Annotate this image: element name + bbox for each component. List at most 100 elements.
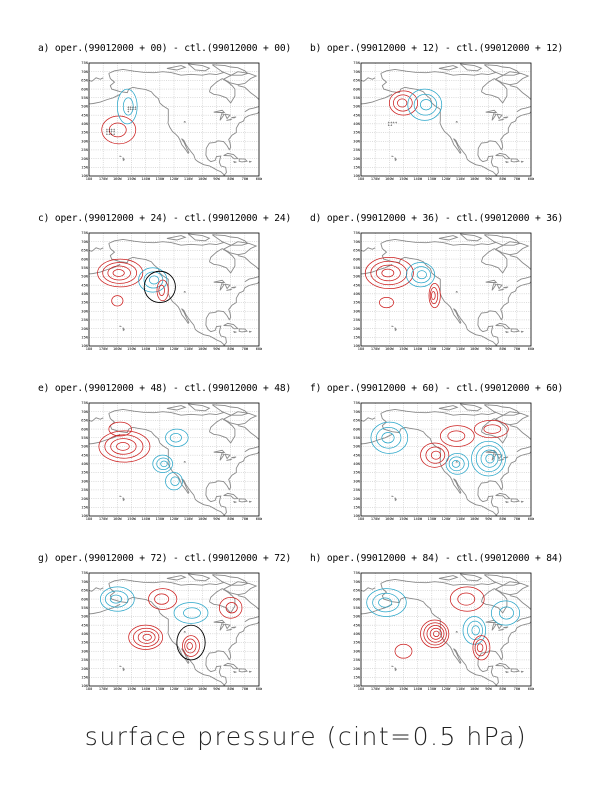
lat-tick-label: 75N xyxy=(353,401,360,405)
lat-tick-label: 40N xyxy=(81,462,88,466)
lon-tick-label: 150W xyxy=(399,347,408,351)
coastline-segment xyxy=(361,263,393,275)
coastline-segment xyxy=(509,425,531,453)
coastline-segment xyxy=(231,116,237,119)
lat-tick-label: 45N xyxy=(81,283,88,287)
coastline-segment xyxy=(223,662,239,670)
coastline-segment xyxy=(380,578,496,586)
lat-tick-label: 55N xyxy=(81,96,88,100)
coastline-segment xyxy=(248,330,253,333)
lon-tick-label: 90W xyxy=(213,347,220,351)
coastline-segment xyxy=(491,113,497,121)
coastline-segment xyxy=(498,288,505,291)
coastline-segment xyxy=(213,279,226,283)
coastline-segment xyxy=(166,575,187,581)
lon-tick-label: 70W xyxy=(242,347,249,351)
lon-tick-label: 160W xyxy=(385,347,394,351)
obs-cross-marker: + xyxy=(111,132,114,136)
lon-tick-label: 160W xyxy=(385,517,394,521)
lat-tick-label: 30N xyxy=(81,649,88,653)
coastline-segment xyxy=(485,279,498,283)
lon-tick-label: 110W xyxy=(456,687,465,691)
lon-tick-label: 110W xyxy=(184,347,193,351)
coastline-segment xyxy=(485,109,498,113)
coastline-segment xyxy=(459,233,483,242)
panel-a-title: a) oper.(99012000 + 00) - ctl.(99012000 … xyxy=(38,43,292,54)
coastline-segment xyxy=(520,670,525,673)
lon-tick-label: 160W xyxy=(113,687,122,691)
negative-contour xyxy=(376,426,402,449)
lat-tick-label: 70N xyxy=(353,410,360,414)
coastline-segment xyxy=(496,113,503,120)
lon-tick-label: 110W xyxy=(456,347,465,351)
lon-tick-label: 90W xyxy=(213,687,220,691)
lat-tick-label: 50N xyxy=(353,615,360,619)
coastline-segment xyxy=(391,665,395,667)
lon-tick-label: 150W xyxy=(399,687,408,691)
coastline-segment xyxy=(205,451,259,516)
coastline-segment xyxy=(223,71,258,86)
positive-contour xyxy=(182,635,200,657)
lat-tick-label: 20N xyxy=(81,667,88,671)
coastline-segment xyxy=(491,623,497,631)
lon-tick-label: 60W xyxy=(256,347,262,351)
coastline-segment xyxy=(122,327,125,332)
lat-tick-label: 55N xyxy=(81,606,88,610)
lon-tick-label: 160W xyxy=(113,517,122,521)
lon-tick-label: 170W xyxy=(99,347,108,351)
lat-tick-label: 30N xyxy=(81,309,88,313)
obs-cross-marker: + xyxy=(108,130,111,134)
positive-contour xyxy=(142,633,152,641)
lon-tick-label: 150W xyxy=(399,177,408,181)
map-frame xyxy=(360,572,532,687)
coastline-segment xyxy=(237,595,259,623)
coastline-segment xyxy=(226,628,233,631)
lat-tick-label: 75N xyxy=(353,571,360,575)
lon-tick-label: 120W xyxy=(170,347,179,351)
gridlines xyxy=(89,233,259,346)
coastline-segment xyxy=(495,322,511,330)
lat-tick-label: 30N xyxy=(81,139,88,143)
lon-tick-label: 140W xyxy=(141,517,150,521)
negative-contour xyxy=(480,449,499,468)
lat-tick-label: 45N xyxy=(81,453,88,457)
positive-contour xyxy=(476,643,484,653)
coastline-segment xyxy=(459,573,483,582)
coastline-segment xyxy=(183,630,187,633)
lat-tick-label: 55N xyxy=(353,96,360,100)
lat-tick-label: 60N xyxy=(81,427,88,431)
coastline-segment xyxy=(183,460,187,463)
obs-cross-marker: + xyxy=(108,132,111,136)
coastline-segment xyxy=(391,495,395,497)
coastline-segment xyxy=(394,667,397,672)
positive-contour xyxy=(102,262,138,284)
coastlines xyxy=(89,233,259,346)
pressure-contours xyxy=(99,586,243,661)
positive-contour xyxy=(449,586,485,612)
lon-tick-label: 170W xyxy=(99,177,108,181)
coastline-segment xyxy=(183,290,187,293)
coastline-segment xyxy=(380,243,498,346)
positive-contour xyxy=(154,593,170,605)
lon-tick-label: 60W xyxy=(256,177,262,181)
lat-tick-label: 45N xyxy=(81,623,88,627)
lon-tick-label: 90W xyxy=(485,347,492,351)
coastline-segment xyxy=(495,71,530,86)
lat-tick-label: 50N xyxy=(353,445,360,449)
negative-contour xyxy=(160,460,168,468)
coastline-segment xyxy=(509,595,531,623)
negative-contour xyxy=(490,600,521,626)
lon-tick-label: 60W xyxy=(256,517,262,521)
coastline-segment xyxy=(509,255,531,283)
coastline-segment xyxy=(237,255,259,283)
lat-tick-label: 15N xyxy=(353,676,360,680)
map-canvas: 75N 70N 65N 60N 55N 50N 45N 40N 35N 30N 25N 20N 15N 1… xyxy=(81,571,262,691)
coastline-segment xyxy=(233,500,238,504)
positive-contour xyxy=(388,90,419,116)
lon-tick-label: 80W xyxy=(499,347,506,351)
map-canvas: 75N 70N 65N 60N 55N 50N 45N 40N 35N 30N 25N 20N 15N 1… xyxy=(353,401,534,521)
lat-tick-label: 20N xyxy=(353,157,360,161)
lon-tick-label: 110W xyxy=(456,517,465,521)
lat-tick-label: 75N xyxy=(81,401,88,405)
map-frame xyxy=(88,572,260,687)
